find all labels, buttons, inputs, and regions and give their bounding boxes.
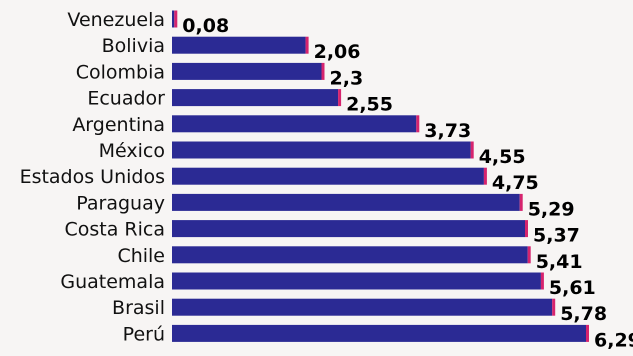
bar-brasil [172,298,553,316]
bar-colombia [172,62,322,80]
bar-end-peru [586,324,589,342]
bar-end-guatemala [540,272,544,290]
category-label-estados-unidos: Estados Unidos [20,166,165,188]
bar-argentina [172,115,417,133]
bar-bolivia [172,36,306,54]
value-label-argentina: 3,73 [424,120,471,142]
category-label-peru: Perú [123,323,165,345]
bar-chile [172,246,528,264]
category-label-costa-rica: Costa Rica [65,219,166,241]
value-labels-group: 0,08 2,06 2,3 2,55 3,73 4,55 4,75 5,29 5,37 5,41 5… [182,15,633,351]
category-label-venezuela: Venezuela [67,9,165,31]
bar-end-ecuador [338,89,342,107]
bar-end-argentina [416,115,420,133]
category-label-paraguay: Paraguay [76,192,165,214]
bar-end-estados-unidos [483,167,487,185]
bar-mexico [172,141,471,159]
value-label-costa-rica: 5,37 [533,225,580,247]
category-labels-group: Venezuela Bolivia Colombia Ecuador Argentina… [20,9,166,345]
category-label-ecuador: Ecuador [87,88,165,110]
category-label-argentina: Argentina [72,114,165,136]
bar-end-paraguay [519,193,523,211]
bar-end-bolivia [305,36,309,54]
value-label-bolivia: 2,06 [314,41,361,63]
value-label-colombia: 2,3 [330,67,364,89]
bar-ecuador [172,89,339,107]
category-label-brasil: Brasil [112,297,165,319]
value-label-peru: 6,29 [594,329,633,351]
value-label-mexico: 4,55 [479,146,526,168]
category-label-mexico: México [99,140,165,162]
bar-venezuela [172,10,175,28]
bar-end-chile [527,246,531,264]
bar-end-mexico [470,141,474,159]
bar-guatemala [172,272,541,290]
category-label-bolivia: Bolivia [102,35,165,57]
value-label-ecuador: 2,55 [346,94,393,116]
value-label-paraguay: 5,29 [528,198,575,220]
value-label-estados-unidos: 4,75 [492,172,539,194]
category-label-guatemala: Guatemala [60,271,165,293]
value-label-guatemala: 5,61 [549,277,596,299]
bar-end-venezuela [174,10,178,28]
value-label-chile: 5,41 [536,251,583,273]
category-label-colombia: Colombia [76,61,165,83]
bar-end-costa-rica [525,220,528,238]
category-label-chile: Chile [117,245,165,267]
value-label-venezuela: 0,08 [182,15,229,37]
bars-group [172,10,589,342]
bar-peru [172,324,586,342]
bar-costa-rica [172,220,525,238]
bar-end-brasil [552,298,556,316]
value-label-brasil: 5,78 [560,303,607,325]
bar-estados-unidos [172,167,484,185]
bar-end-colombia [321,62,325,80]
bar-paraguay [172,193,520,211]
